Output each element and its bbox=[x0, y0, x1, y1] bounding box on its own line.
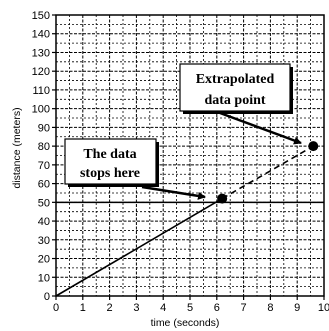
x-tick-label: 6 bbox=[214, 302, 220, 314]
x-tick-label: 3 bbox=[133, 302, 139, 314]
y-tick-label: 40 bbox=[38, 216, 50, 228]
callout-data-stops: The data stops here bbox=[64, 138, 206, 200]
callouts: The data stops here Extrapolated data point bbox=[64, 63, 302, 200]
x-tick-label: 1 bbox=[80, 302, 86, 314]
y-tick-label: 110 bbox=[32, 85, 50, 97]
x-tick-label: 8 bbox=[267, 302, 273, 314]
y-tick-label: 0 bbox=[44, 291, 50, 303]
callout-box bbox=[179, 63, 291, 112]
x-tick-label: 2 bbox=[107, 302, 113, 314]
y-tick-label: 150 bbox=[32, 10, 50, 22]
callout-text-line: stops here bbox=[80, 166, 140, 181]
x-tick-label: 9 bbox=[294, 302, 300, 314]
y-tick-label: 140 bbox=[32, 29, 50, 41]
y-tick-label: 80 bbox=[38, 141, 50, 153]
y-tick-label: 50 bbox=[38, 197, 50, 209]
x-tick-label: 10 bbox=[318, 302, 329, 314]
y-tick-label: 100 bbox=[32, 104, 50, 116]
x-tick-label: 7 bbox=[241, 302, 247, 314]
callout-box bbox=[64, 138, 157, 185]
y-tick-label: 30 bbox=[38, 235, 50, 247]
x-axis-title: time (seconds) bbox=[151, 317, 220, 329]
x-tick-label: 5 bbox=[187, 302, 193, 314]
x-tick-label: 4 bbox=[160, 302, 166, 314]
y-tick-label: 10 bbox=[38, 272, 50, 284]
y-tick-label: 120 bbox=[32, 66, 50, 78]
extrapolated-point bbox=[308, 141, 319, 152]
series-layer bbox=[55, 145, 314, 297]
x-tick-label: 0 bbox=[53, 302, 59, 314]
callout-text-line: The data bbox=[83, 147, 136, 162]
callout-text-line: data point bbox=[204, 93, 265, 108]
y-axis-title: distance (meters) bbox=[11, 107, 23, 188]
data-line bbox=[55, 197, 223, 297]
callout-arrow bbox=[219, 111, 302, 145]
y-tick-label: 90 bbox=[38, 122, 50, 134]
axes bbox=[52, 14, 325, 300]
y-tick-labels: 0 10 20 30 40 50 60 70 80 90 100 110 120 130 140 150 bbox=[32, 10, 50, 303]
y-tick-label: 60 bbox=[38, 179, 50, 191]
y-tick-label: 130 bbox=[32, 47, 50, 59]
extrapolation-line bbox=[221, 145, 314, 200]
y-tick-label: 70 bbox=[38, 160, 50, 172]
marker-layer bbox=[217, 141, 319, 204]
y-tick-label: 20 bbox=[38, 254, 50, 266]
x-tick-labels: 0 1 2 3 4 5 6 7 8 9 10 bbox=[53, 302, 329, 314]
last-data-point bbox=[217, 193, 228, 204]
callout-text-line: Extrapolated bbox=[196, 72, 275, 87]
callout-arrow bbox=[141, 185, 206, 200]
callout-extrapolated: Extrapolated data point bbox=[179, 63, 302, 145]
